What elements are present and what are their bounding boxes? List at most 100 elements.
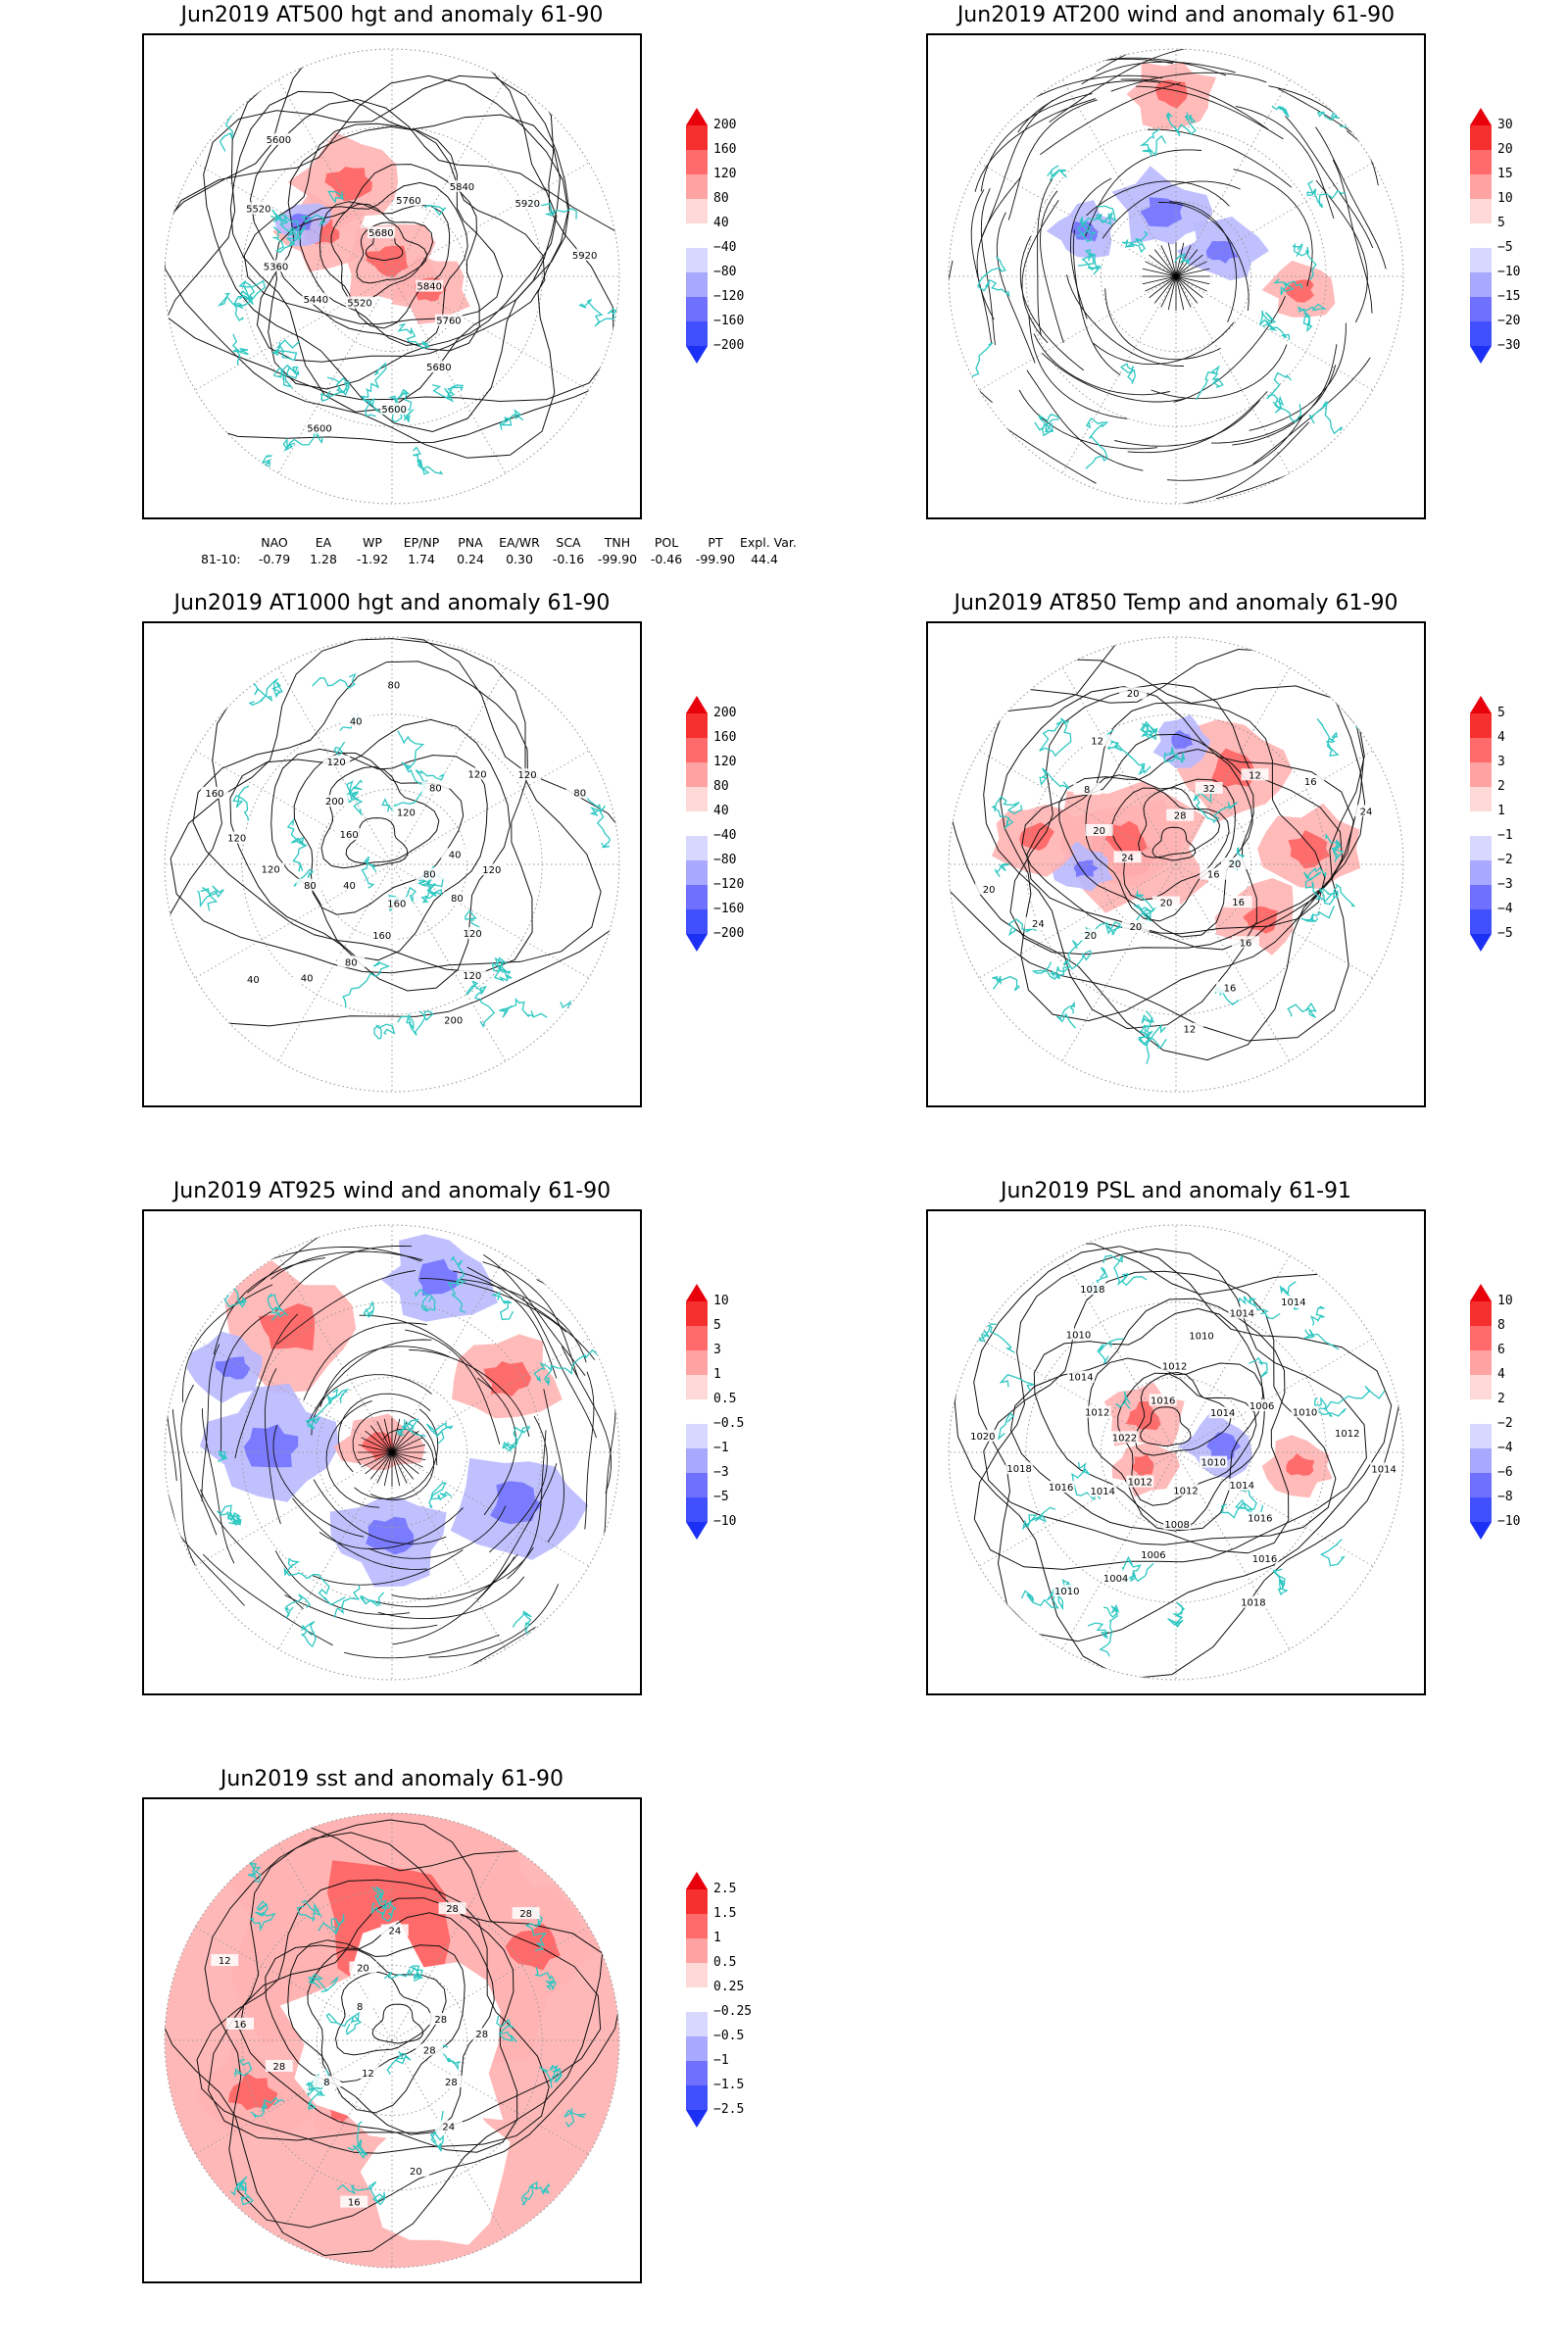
colorbar-tick-label: −20 (1497, 314, 1521, 328)
colorbar-tick-label: 5 (713, 1318, 721, 1333)
coastline (1115, 1391, 1131, 1409)
streamline (391, 1451, 415, 1480)
index-value: 0.24 (457, 552, 484, 566)
streamline (376, 1421, 393, 1453)
colorbar-tick-label: −40 (713, 828, 737, 843)
coastline (333, 1585, 361, 1618)
map-content (165, 1225, 619, 1680)
coastline (430, 2110, 444, 2152)
contour-label: 24 (1360, 807, 1373, 817)
colorbar-tick-label: 200 (713, 118, 737, 132)
streamline (996, 212, 1036, 364)
streamline (980, 99, 1054, 239)
contour-label: 1006 (1250, 1401, 1274, 1412)
coastline (217, 1504, 242, 1526)
contour-label-bg (1333, 1427, 1361, 1440)
colorbar-tick-label: −10 (713, 1514, 737, 1529)
colorbar-tick-label: 1 (713, 1367, 721, 1382)
map-boundary (164, 636, 620, 1093)
index-header: PNA (458, 535, 483, 550)
coastline (533, 1362, 553, 1387)
colorbar-tick-label: 0.25 (713, 1980, 745, 1994)
contour-label-bg (467, 2028, 496, 2040)
colorbar-swatch (686, 836, 708, 860)
colorbar-swatch (686, 174, 708, 199)
streamline (1175, 275, 1207, 292)
contour-line (165, 637, 619, 1027)
panel-title: Jun2019 AT500 hgt and anomaly 61-90 (180, 3, 604, 27)
colorbar: 200 160 120 80 40 −40 −80 −120 −160 −200 (686, 108, 764, 412)
contour-label: 28 (446, 1904, 459, 1915)
contour-label-bg (340, 2195, 368, 2208)
contour-line (973, 1248, 1367, 1570)
contour-label-bg (426, 2012, 455, 2025)
coastline (994, 863, 1010, 877)
map-boundary (164, 48, 620, 505)
contour-label-bg (1024, 916, 1053, 929)
map-content: 1010 1014 1016 1016 1018 1012 1008 1006 1004 1010… (949, 1225, 1403, 1680)
contour-label: 20 (1127, 689, 1140, 700)
positive-anomaly-core (505, 1923, 561, 1971)
colorbar-swatch (686, 885, 708, 909)
index-value: -0.16 (552, 552, 585, 566)
streamline (1028, 315, 1128, 419)
streamline (1145, 275, 1177, 292)
colorbar-tick-label: 30 (1497, 118, 1513, 132)
contour-label: 1012 (1162, 1362, 1187, 1373)
map-frame: 1010 1014 1016 1016 1018 1012 1008 1006 1004 1010… (926, 1209, 1426, 1695)
contour-label-bg (367, 226, 395, 239)
contour-label: 28 (475, 2030, 488, 2040)
streamline (391, 1418, 401, 1453)
coastline (253, 682, 272, 703)
colorbar-tick-label: 3 (1497, 755, 1505, 769)
contour-label: 24 (442, 2122, 455, 2132)
streamline (1175, 242, 1185, 277)
coastline (1309, 1305, 1325, 1326)
contour-label: 5440 (304, 295, 328, 306)
contour-label: 5760 (436, 317, 461, 327)
streamline (265, 1246, 421, 1262)
contour-label-bg (438, 1902, 466, 1915)
colorbar-tick-label: 0.5 (713, 1392, 737, 1406)
streamline (1160, 275, 1177, 308)
colorbar-tick-label: 40 (713, 216, 729, 230)
contour-label-bg (1110, 1431, 1139, 1444)
colorbar-swatch (1470, 272, 1492, 297)
coastline (1316, 717, 1340, 758)
streamline (365, 1430, 393, 1453)
coastline (286, 817, 308, 872)
streamline (376, 1451, 393, 1484)
coastline (248, 678, 283, 707)
streamline (368, 1505, 507, 1559)
coastline (1031, 961, 1072, 980)
contour-label-bg (222, 831, 251, 844)
coastline (584, 794, 611, 849)
contour-line (165, 49, 619, 444)
contour-line (299, 181, 468, 346)
colorbar-swatch (686, 2085, 708, 2110)
coastline (578, 298, 619, 327)
coastline (249, 1900, 276, 1933)
contour-label-bg (570, 248, 599, 261)
contour-label: 40 (343, 881, 356, 892)
streamline (274, 1245, 413, 1312)
coastline (1248, 1356, 1268, 1378)
contour-label: 200 (444, 1016, 463, 1027)
streamline (1153, 249, 1177, 277)
contour-label-bg (239, 973, 268, 986)
map-frame: 5840 5760 5680 5600 5600 5520 5440 5360 5520 5600… (142, 33, 642, 519)
colorbar-swatch (686, 199, 708, 223)
coastline (491, 956, 513, 982)
coastline (318, 1914, 345, 1936)
coastline (217, 1450, 228, 1463)
coastline (1097, 1338, 1124, 1364)
colorbar-tick-label: 160 (713, 730, 737, 745)
streamline (1049, 49, 1189, 122)
contour-label-bg (335, 828, 364, 841)
colorbar-tick-label: −80 (713, 853, 737, 867)
streamline (292, 1497, 427, 1570)
coastline (395, 1418, 426, 1438)
positive-anomaly-core (483, 1361, 532, 1396)
coastline (272, 225, 297, 254)
coastline (465, 909, 480, 934)
